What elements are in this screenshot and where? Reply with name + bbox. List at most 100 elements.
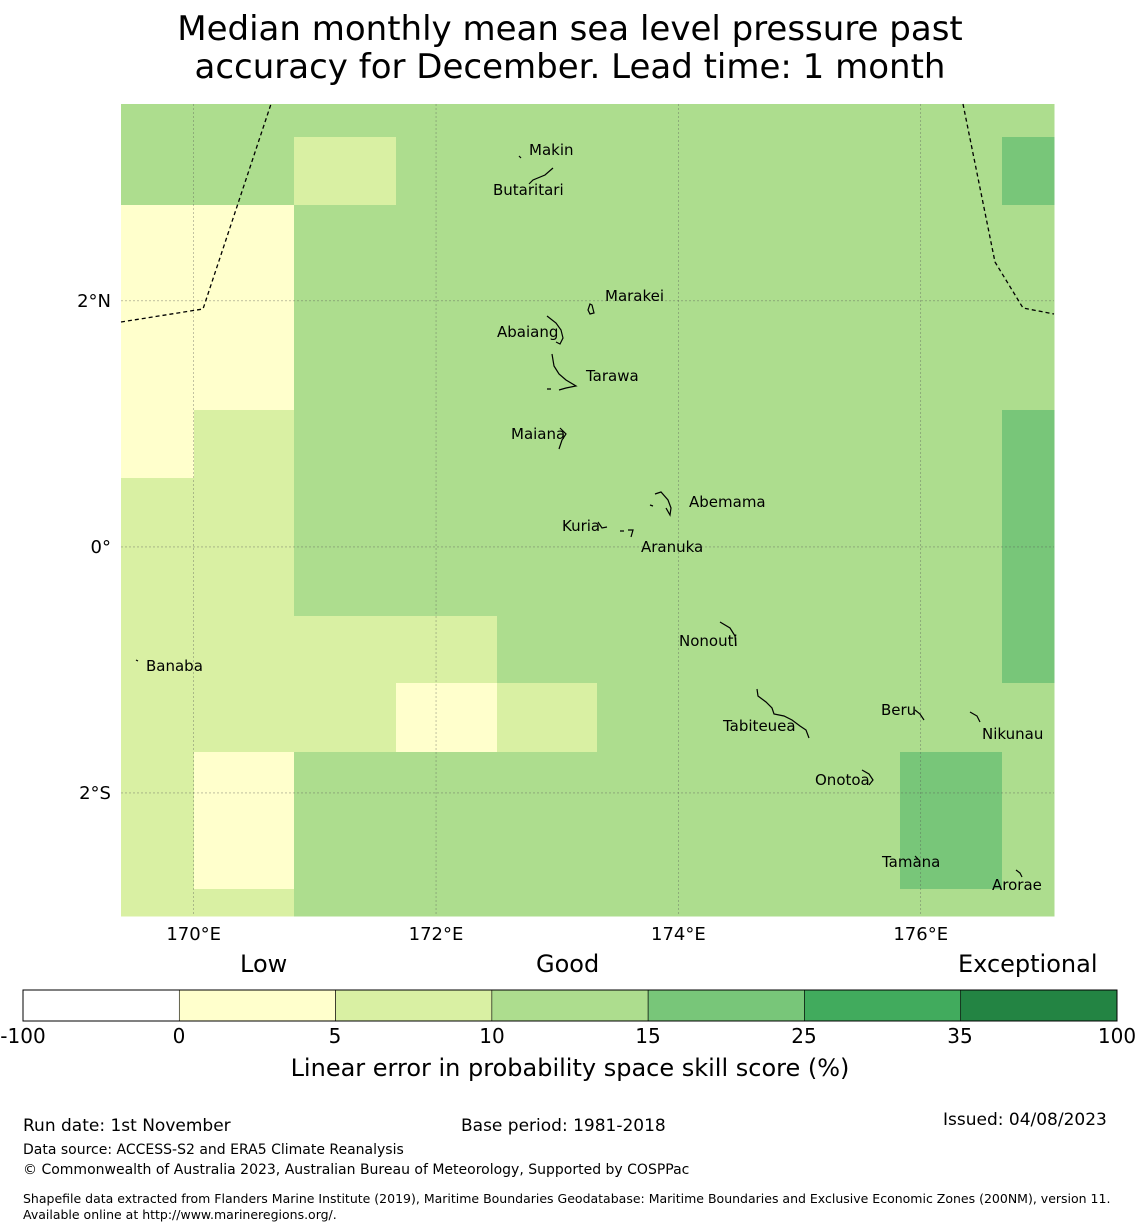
skill-cell	[194, 683, 295, 753]
coast-abaiang	[546, 315, 564, 345]
island-label: Marakei	[605, 287, 664, 305]
longitude-tick-label: 172°E	[409, 924, 464, 945]
skill-cell	[497, 616, 598, 684]
skill-cell	[294, 137, 397, 206]
skill-cell	[699, 820, 801, 890]
island-labels: Makin Butaritari Marakei Abaiang Tarawa Maian…	[146, 141, 1043, 894]
copyright: © Commonwealth of Australia 2023, Austra…	[23, 1162, 690, 1178]
coast-aranuka	[628, 529, 634, 538]
island-label: Tabiteuea	[722, 717, 796, 735]
skill-cell	[1002, 683, 1055, 753]
skill-cell	[121, 410, 195, 479]
colorbar	[22, 989, 1118, 1022]
skill-cell	[597, 752, 700, 821]
skill-cell	[121, 752, 195, 821]
skill-cell	[194, 410, 295, 479]
skill-cell	[597, 889, 700, 917]
skill-cell	[597, 547, 700, 617]
skill-cell	[1002, 104, 1055, 138]
skill-cell	[597, 341, 700, 411]
skill-cell	[699, 478, 801, 548]
skill-cell	[1002, 478, 1055, 548]
skill-cell	[396, 104, 498, 138]
skill-cell	[800, 683, 901, 753]
skill-cell	[699, 752, 801, 821]
skill-cell	[497, 104, 598, 138]
chart-title: Median monthly mean sea level pressure p…	[0, 10, 1140, 86]
coast-tabiteuea	[756, 688, 810, 739]
skill-cell	[294, 341, 397, 411]
data-source: Data source: ACCESS-S2 and ERA5 Climate …	[23, 1142, 404, 1158]
skill-cell	[1002, 547, 1055, 617]
island-label: Beru	[881, 701, 916, 719]
skill-cell	[900, 820, 1003, 890]
island-label: Tarawa	[585, 367, 639, 385]
skill-cell	[194, 752, 295, 821]
skill-cell	[1002, 752, 1055, 821]
skill-cell	[1002, 889, 1055, 917]
skill-cell	[194, 137, 295, 206]
colorbar-segment	[804, 989, 962, 1022]
skill-cell	[699, 137, 801, 206]
skill-cell	[800, 547, 901, 617]
skill-cell	[699, 104, 801, 138]
island-label: Butaritari	[493, 181, 564, 199]
skill-cell	[121, 683, 195, 753]
coast-butaritari	[528, 167, 554, 185]
colorbar-title: Linear error in probability space skill …	[290, 1054, 850, 1082]
skill-cell	[800, 239, 901, 342]
latitude-tick-label: 2°N	[77, 291, 111, 312]
coast-marakei	[587, 303, 595, 315]
skill-cell	[194, 616, 295, 684]
colorbar-tick: 35	[947, 1024, 973, 1048]
colorbar-label-good: Good	[536, 950, 600, 978]
run-date: Run date: 1st November	[23, 1116, 231, 1136]
skill-cell	[294, 478, 397, 548]
colorbar-label-low: Low	[240, 950, 288, 978]
base-period: Base period: 1981-2018	[461, 1116, 666, 1136]
skill-cell	[294, 820, 397, 890]
skill-cell	[900, 683, 1003, 753]
island-label: Banaba	[146, 657, 203, 675]
colorbar-tick: 10	[479, 1024, 505, 1048]
skill-cell	[1002, 410, 1055, 479]
longitude-tick-label: 174°E	[651, 924, 706, 945]
skill-cell	[396, 137, 498, 206]
skill-cell	[699, 205, 801, 240]
coast-tarawa	[547, 353, 578, 391]
coast-arorae	[1015, 869, 1023, 878]
shapefile-credit: Shapefile data extracted from Flanders M…	[23, 1191, 1111, 1222]
skill-cell	[800, 889, 901, 917]
skill-cell	[396, 683, 498, 753]
coast-kuria	[597, 521, 624, 532]
skill-cell	[396, 341, 498, 411]
skill-cell	[396, 410, 498, 479]
colorbar-label-exceptional: Exceptional	[958, 950, 1098, 978]
island-label: Kuria	[562, 517, 600, 535]
skill-cell	[497, 752, 598, 821]
skill-cell	[900, 205, 1003, 240]
colorbar-segment	[335, 989, 493, 1022]
island-label: Aranuka	[641, 538, 703, 556]
coast-nonouti	[719, 621, 737, 647]
skill-cell	[900, 104, 1003, 138]
skill-cell	[597, 683, 700, 753]
skill-cell	[800, 478, 901, 548]
skill-cell	[597, 239, 700, 342]
coast-banaba	[135, 659, 139, 662]
coast-onotoa	[861, 769, 874, 786]
colorbar-tick: 15	[635, 1024, 661, 1048]
skill-grid	[121, 104, 1055, 917]
latitude-tick-label: 0°	[91, 537, 111, 558]
skill-cell	[396, 616, 498, 684]
skill-cell	[497, 341, 598, 411]
colorbar-segment	[22, 989, 180, 1022]
skill-cell	[800, 205, 901, 240]
skill-cell	[1002, 341, 1055, 411]
skill-cell	[194, 478, 295, 548]
skill-cell	[597, 478, 700, 548]
skill-cell	[121, 547, 195, 617]
skill-cell	[800, 820, 901, 890]
coast-maiana	[558, 427, 567, 450]
skill-cell	[900, 752, 1003, 821]
